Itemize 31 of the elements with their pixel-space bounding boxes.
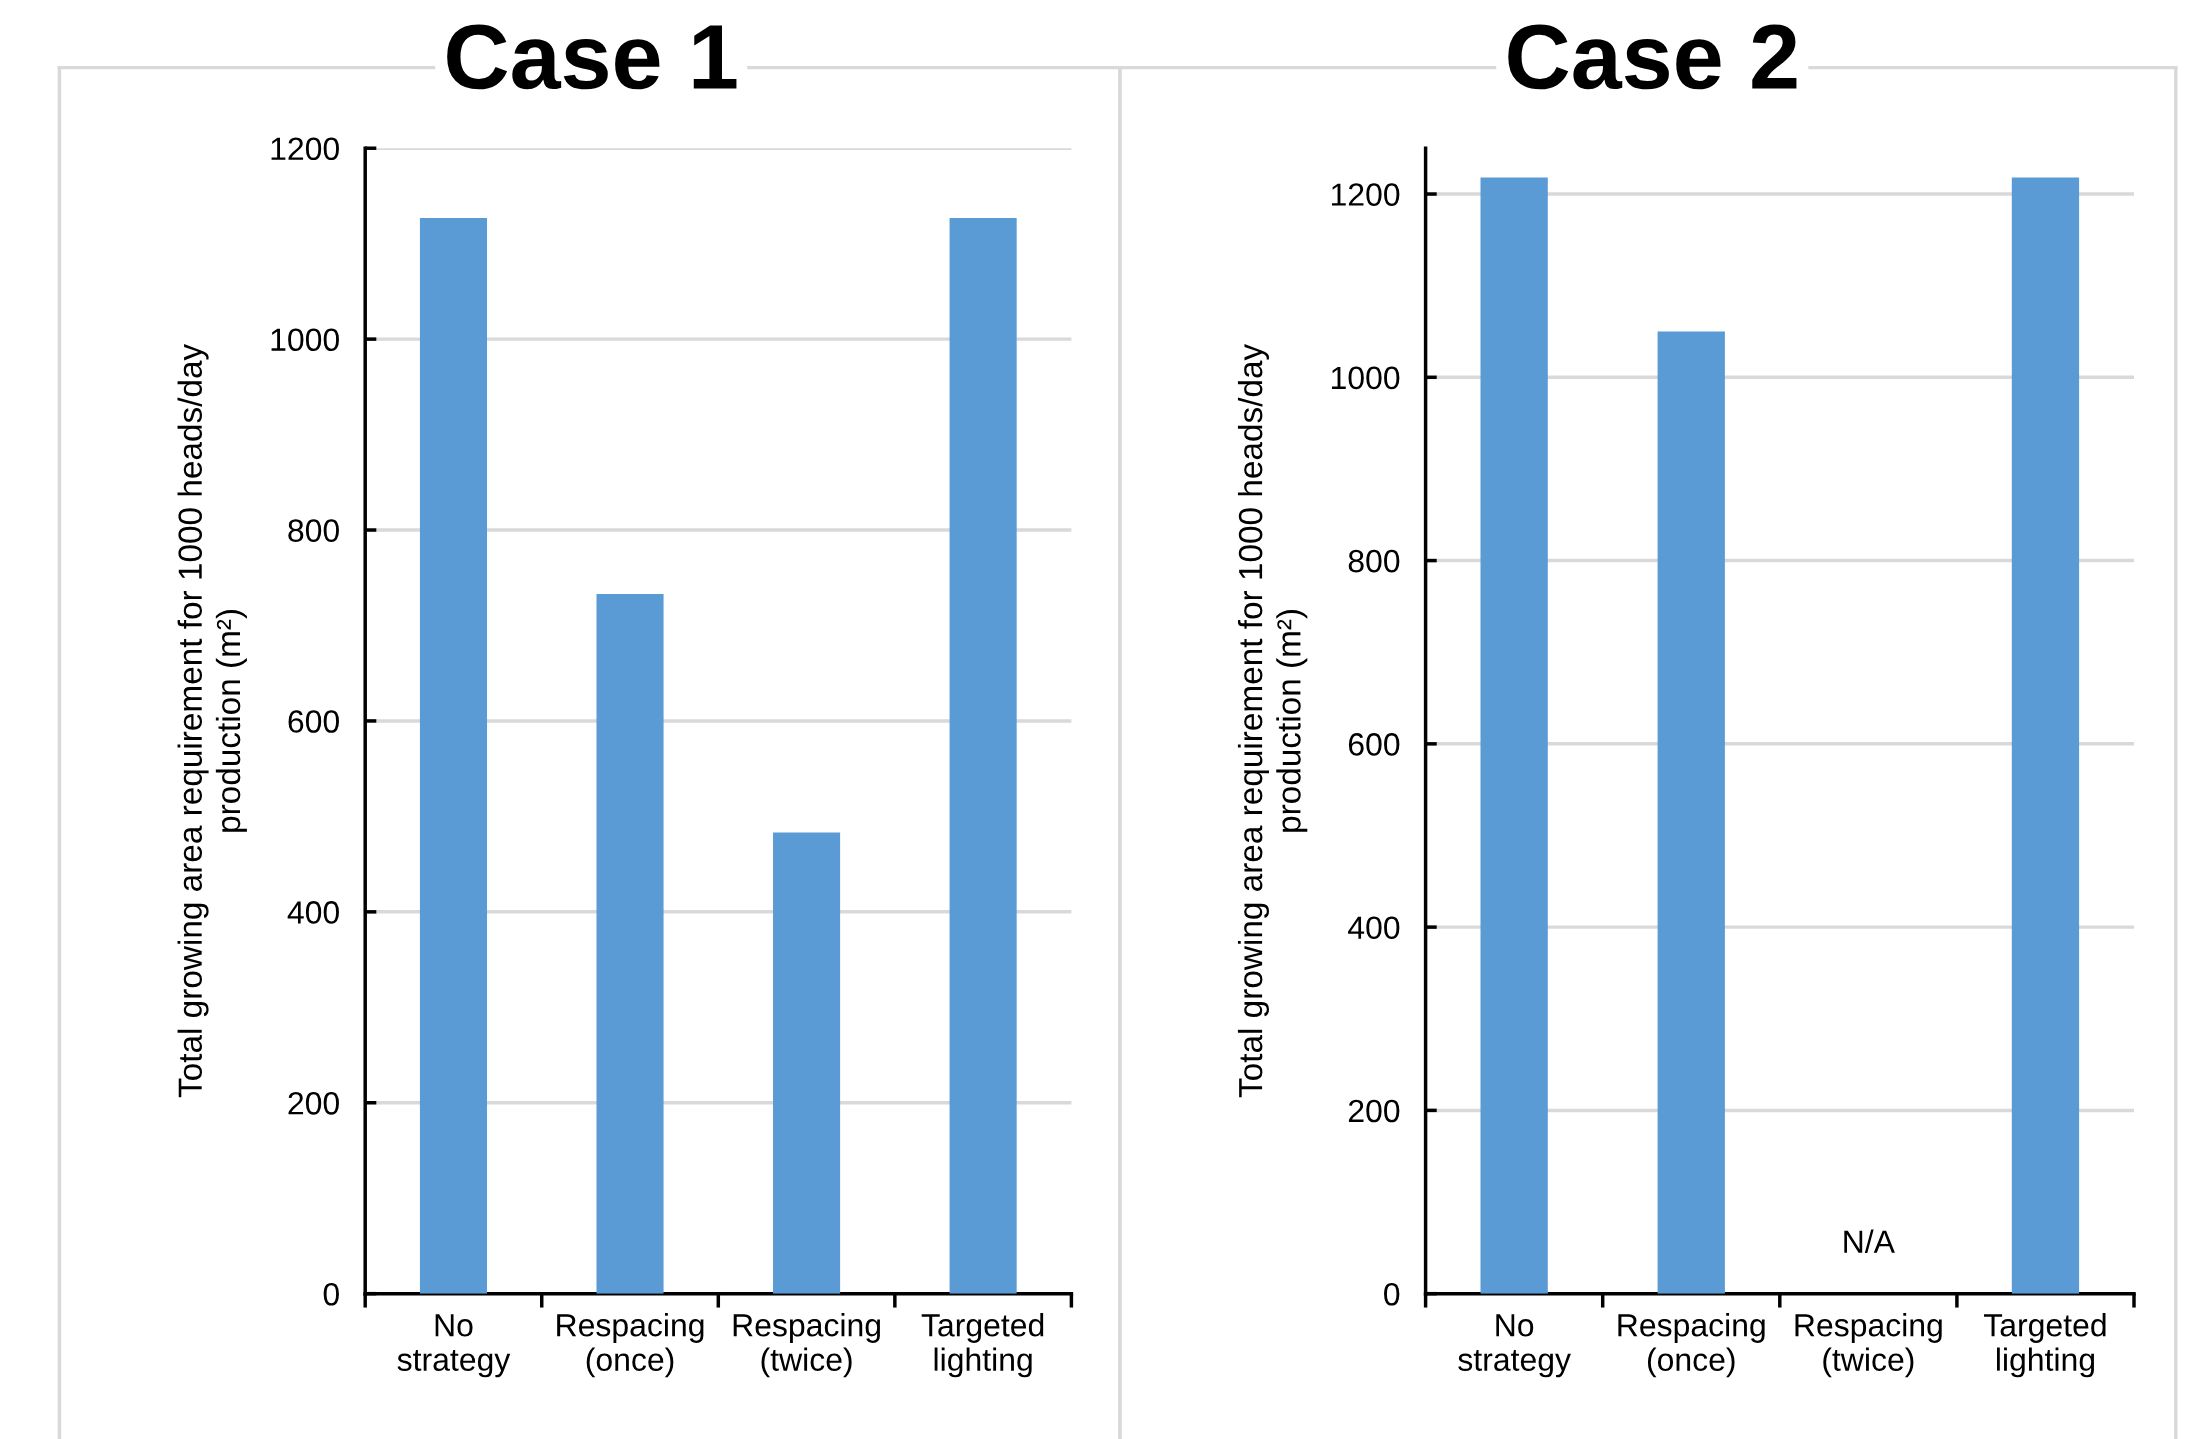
y-tick-label: 800 [288,519,339,542]
chart-title: Case 2 [1508,24,1797,90]
annotation: N/A [1844,1229,1895,1253]
y-tick-label: 400 [1348,916,1400,940]
y-tick-label: 1000 [271,328,339,352]
bar [419,217,488,1294]
x-tick-label: Respacing (once) [1618,1313,1765,1378]
x-tick-label: No strategy [1458,1314,1571,1378]
y-tick-label: 1000 [1331,366,1400,390]
x-tick-label: Respacing (twice) [733,1313,880,1378]
bar [773,832,841,1294]
x-tick-label: Targeted lighting [1984,1313,2106,1378]
y-tick-label: 800 [1348,549,1400,573]
y-tick-label: 600 [1348,733,1400,756]
x-tick-label: Targeted lighting [921,1313,1044,1378]
y-tick-label: 200 [1348,1099,1400,1123]
y-tick-label: 1200 [1331,183,1400,206]
x-tick-label: No strategy [397,1314,511,1378]
x-tick-label: Respacing (twice) [1795,1313,1942,1378]
chart-title: Case 1 [447,24,737,90]
y-tick-label: 200 [288,1092,339,1115]
y-axis-title: Total growing area requirement for 1000 heads/day production (m²) [177,343,247,1098]
x-tick-label: Respacing (once) [557,1313,704,1378]
y-tick-label: 0 [323,1282,339,1306]
y-tick-label: 1200 [271,137,339,161]
bar [596,593,664,1294]
y-tick-label: 400 [287,901,339,924]
y-tick-label: 0 [1384,1282,1400,1306]
y-tick-label: 600 [288,710,339,733]
y-axis-title: Total growing area requirement for 1000 heads/day production (m²) [1237,343,1308,1098]
bar [949,217,1017,1294]
